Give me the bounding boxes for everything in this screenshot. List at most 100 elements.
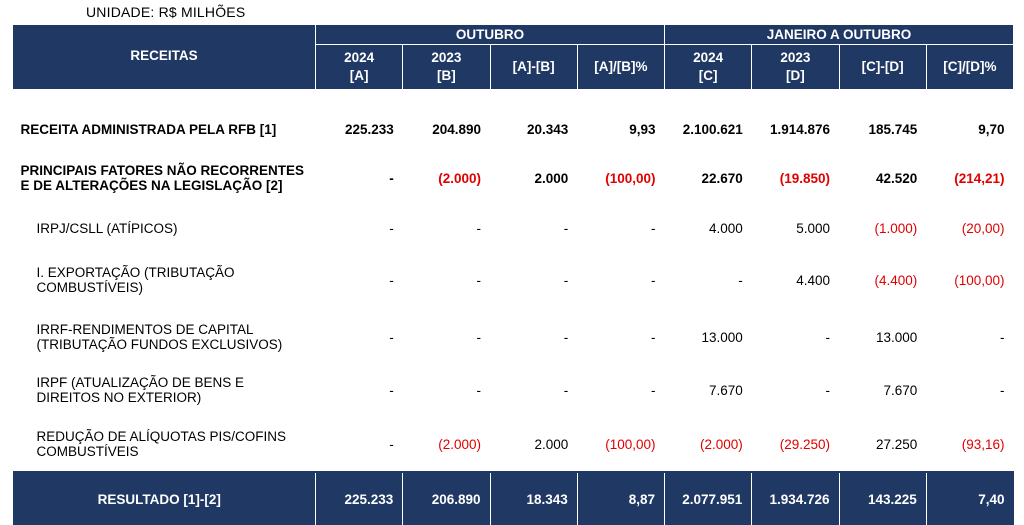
cell-value: 7.670 <box>839 363 926 417</box>
header-col-line1: 2023 <box>403 49 489 67</box>
total-value: 143.225 <box>839 472 926 525</box>
cell-value: (214,21) <box>926 149 1013 207</box>
cell-value: 4.400 <box>752 249 839 311</box>
header-group-janeiro-outubro: JANEIRO A OUTUBRO <box>665 25 1014 45</box>
cell-value: (100,00) <box>577 149 664 207</box>
cell-value: 7.670 <box>665 363 752 417</box>
cell-value: - <box>403 363 490 417</box>
cell-value: 22.670 <box>665 149 752 207</box>
cell-value: - <box>490 311 577 363</box>
cell-value: (19.850) <box>752 149 839 207</box>
cell-value: - <box>316 149 403 207</box>
row-label-line: IRPF (ATUALIZAÇÃO DE BENS E <box>37 375 307 390</box>
total-label: RESULTADO [1]-[2] <box>13 472 316 525</box>
cell-value: - <box>577 311 664 363</box>
cell-value: - <box>926 363 1013 417</box>
row-label-line: IRRF-RENDIMENTOS DE CAPITAL <box>37 322 307 337</box>
header-col-line2: [B] <box>403 67 489 85</box>
cell-value: - <box>403 249 490 311</box>
cell-value: 1.914.876 <box>752 109 839 149</box>
cell-value: (93,16) <box>926 417 1013 472</box>
row-label-line: PRINCIPAIS FATORES NÃO RECORRENTES <box>21 163 307 178</box>
cell-value: (4.400) <box>839 249 926 311</box>
cell-value: - <box>577 249 664 311</box>
row-label-line: DIREITOS NO EXTERIOR) <box>37 390 307 405</box>
cell-value: 2.100.621 <box>665 109 752 149</box>
cell-value: (100,00) <box>926 249 1013 311</box>
row-label-line: I. EXPORTAÇÃO (TRIBUTAÇÃO <box>37 265 307 280</box>
header-col-line1: 2024 <box>316 49 402 67</box>
cell-value: 2.000 <box>490 417 577 472</box>
total-value: 2.077.951 <box>665 472 752 525</box>
cell-value: (2.000) <box>403 417 490 472</box>
header-col-4: 2024[C] <box>665 45 752 90</box>
row-label-line: IRPJ/CSLL (ATÍPICOS) <box>37 221 307 236</box>
header-col-0: 2024[A] <box>316 45 403 90</box>
header-col-line2: [C] <box>665 67 751 85</box>
row-label-line: COMBUSTÍVEIS <box>37 444 307 459</box>
cell-value: - <box>490 207 577 249</box>
header-col-5: 2023[D] <box>752 45 839 90</box>
header-col-line1: [A]-[B] <box>491 58 577 76</box>
cell-value: (20,00) <box>926 207 1013 249</box>
cell-value: - <box>665 249 752 311</box>
cell-value: 225.233 <box>316 109 403 149</box>
cell-value: 185.745 <box>839 109 926 149</box>
cell-value: 9,70 <box>926 109 1013 149</box>
cell-value: 20.343 <box>490 109 577 149</box>
cell-value: (1.000) <box>839 207 926 249</box>
header-col-line1: [C]/[D]% <box>927 58 1013 76</box>
header-col-line1: [A]/[B]% <box>578 58 664 76</box>
header-col-2: [A]-[B] <box>490 45 577 90</box>
unit-label: UNIDADE: R$ MILHÕES <box>86 4 245 20</box>
table-row: IRRF-RENDIMENTOS DE CAPITAL(TRIBUTAÇÃO F… <box>13 311 1014 363</box>
header-group-outubro: OUTUBRO <box>316 25 665 45</box>
header-col-line2: [A] <box>316 67 402 85</box>
cell-value: - <box>403 311 490 363</box>
cell-value: (2.000) <box>665 417 752 472</box>
total-value: 18.343 <box>490 472 577 525</box>
header-receitas: RECEITAS <box>13 25 316 90</box>
header-col-6: [C]-[D] <box>839 45 926 90</box>
cell-value: - <box>926 311 1013 363</box>
table-row: RECEITA ADMINISTRADA PELA RFB [1]225.233… <box>13 109 1014 149</box>
cell-value: 27.250 <box>839 417 926 472</box>
row-label: RECEITA ADMINISTRADA PELA RFB [1] <box>13 109 316 149</box>
cell-value: (29.250) <box>752 417 839 472</box>
table-body: RECEITA ADMINISTRADA PELA RFB [1]225.233… <box>13 90 1014 525</box>
cell-value: - <box>316 207 403 249</box>
header-col-line1: [C]-[D] <box>840 58 926 76</box>
cell-value: (100,00) <box>577 417 664 472</box>
cell-value: 2.000 <box>490 149 577 207</box>
cell-value: - <box>403 207 490 249</box>
header-col-line1: 2024 <box>665 49 751 67</box>
cell-value: 5.000 <box>752 207 839 249</box>
cell-value: - <box>316 249 403 311</box>
cell-value: 4.000 <box>665 207 752 249</box>
spacer-row <box>13 90 1014 110</box>
row-label: IRPJ/CSLL (ATÍPICOS) <box>13 207 316 249</box>
header-col-3: [A]/[B]% <box>577 45 664 90</box>
header-col-line1: 2023 <box>752 49 838 67</box>
cell-value: - <box>316 311 403 363</box>
row-label-line: E DE ALTERAÇÕES NA LEGISLAÇÃO [2] <box>21 178 307 193</box>
cell-value: (2.000) <box>403 149 490 207</box>
total-value: 225.233 <box>316 472 403 525</box>
row-label-line: REDUÇÃO DE ALÍQUOTAS PIS/COFINS <box>37 429 307 444</box>
cell-value: - <box>577 363 664 417</box>
cell-value: - <box>752 363 839 417</box>
row-label-line: COMBUSTÍVEIS) <box>37 280 307 295</box>
total-value: 7,40 <box>926 472 1013 525</box>
row-label-line: (TRIBUTAÇÃO FUNDOS EXCLUSIVOS) <box>37 337 307 352</box>
revenue-table: RECEITAS OUTUBRO JANEIRO A OUTUBRO 2024[… <box>12 24 1014 525</box>
cell-value: - <box>316 417 403 472</box>
